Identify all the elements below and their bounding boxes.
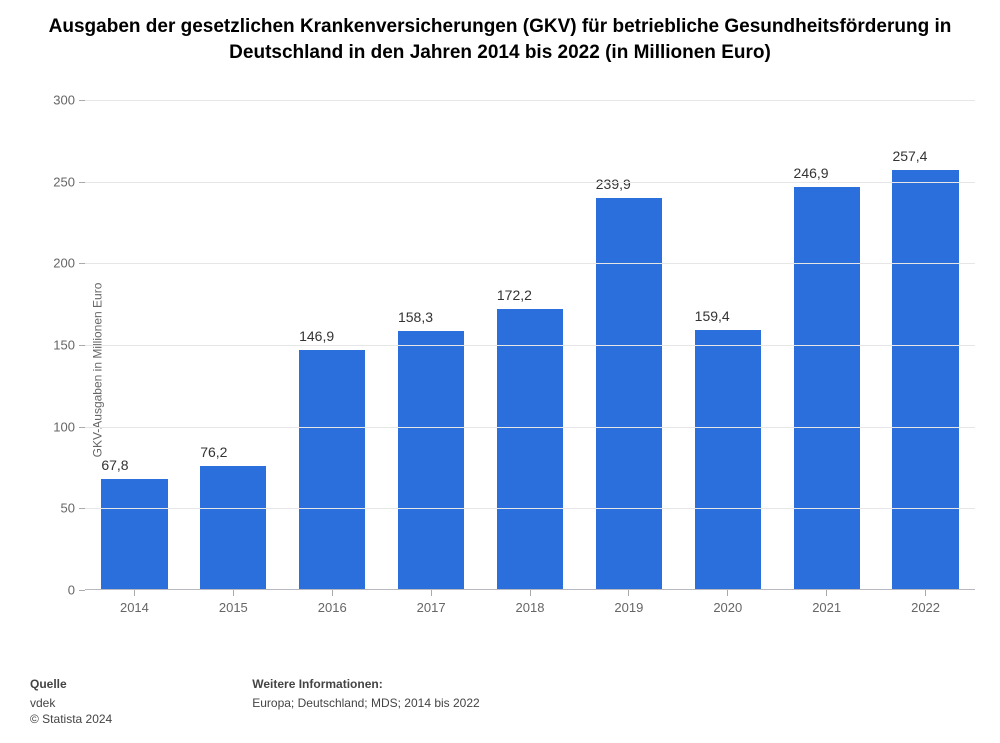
- ytick-mark: [79, 100, 85, 101]
- ytick-mark: [79, 263, 85, 264]
- info-heading: Weitere Informationen:: [252, 676, 479, 692]
- copyright: © Statista 2024: [30, 711, 112, 727]
- bar-value-label: 246,9: [794, 165, 829, 181]
- plot-area: 67,8201476,22015146,92016158,32017172,22…: [85, 100, 975, 590]
- xtick-mark: [134, 590, 135, 596]
- ytick-mark: [79, 508, 85, 509]
- ytick-label: 200: [53, 256, 75, 271]
- ytick-label: 100: [53, 419, 75, 434]
- bar: 172,2: [497, 309, 563, 590]
- bar-value-label: 239,9: [596, 176, 631, 192]
- bar-value-label: 172,2: [497, 287, 532, 303]
- xtick-mark: [233, 590, 234, 596]
- xtick-mark: [826, 590, 827, 596]
- source-line: vdek: [30, 695, 112, 711]
- footer-info: Weitere Informationen: Europa; Deutschla…: [252, 676, 479, 727]
- xtick-label: 2020: [713, 600, 742, 615]
- xtick-label: 2019: [614, 600, 643, 615]
- bar: 239,9: [596, 198, 662, 590]
- bar: 257,4: [892, 170, 958, 590]
- ytick-label: 50: [61, 501, 75, 516]
- xtick-mark: [530, 590, 531, 596]
- ytick-mark: [79, 590, 85, 591]
- xtick-label: 2017: [417, 600, 446, 615]
- bar: 146,9: [299, 350, 365, 590]
- xtick-label: 2014: [120, 600, 149, 615]
- xtick-label: 2015: [219, 600, 248, 615]
- footer-source: Quelle vdek © Statista 2024: [30, 676, 112, 727]
- gridline: [85, 100, 975, 101]
- xtick-mark: [431, 590, 432, 596]
- gridline: [85, 345, 975, 346]
- gridline: [85, 508, 975, 509]
- bar-value-label: 146,9: [299, 328, 334, 344]
- ytick-mark: [79, 182, 85, 183]
- info-line: Europa; Deutschland; MDS; 2014 bis 2022: [252, 695, 479, 711]
- xtick-label: 2018: [516, 600, 545, 615]
- xtick-mark: [332, 590, 333, 596]
- bar: 67,8: [101, 479, 167, 590]
- ytick-label: 150: [53, 338, 75, 353]
- bar-value-label: 158,3: [398, 309, 433, 325]
- xtick-mark: [628, 590, 629, 596]
- ytick-label: 0: [68, 583, 75, 598]
- bar-value-label: 76,2: [200, 444, 227, 460]
- source-heading: Quelle: [30, 676, 112, 692]
- bar: 159,4: [695, 330, 761, 590]
- bar-value-label: 257,4: [892, 148, 927, 164]
- ytick-mark: [79, 427, 85, 428]
- xtick-label: 2021: [812, 600, 841, 615]
- gridline: [85, 182, 975, 183]
- ytick-label: 300: [53, 93, 75, 108]
- chart-title: Ausgaben der gesetzlichen Krankenversich…: [0, 0, 1000, 71]
- gridline: [85, 427, 975, 428]
- bar: 76,2: [200, 466, 266, 590]
- xtick-mark: [727, 590, 728, 596]
- xtick-label: 2022: [911, 600, 940, 615]
- ytick-mark: [79, 345, 85, 346]
- bar-value-label: 159,4: [695, 308, 730, 324]
- gridline: [85, 263, 975, 264]
- bar: 246,9: [794, 187, 860, 590]
- x-axis: [85, 589, 975, 590]
- xtick-label: 2016: [318, 600, 347, 615]
- bar-value-label: 67,8: [101, 457, 128, 473]
- ytick-label: 250: [53, 174, 75, 189]
- chart-footer: Quelle vdek © Statista 2024 Weitere Info…: [30, 676, 970, 727]
- chart-area: GKV-Ausgaben in Millionen Euro 67,820147…: [0, 90, 1000, 650]
- bar: 158,3: [398, 331, 464, 590]
- xtick-mark: [925, 590, 926, 596]
